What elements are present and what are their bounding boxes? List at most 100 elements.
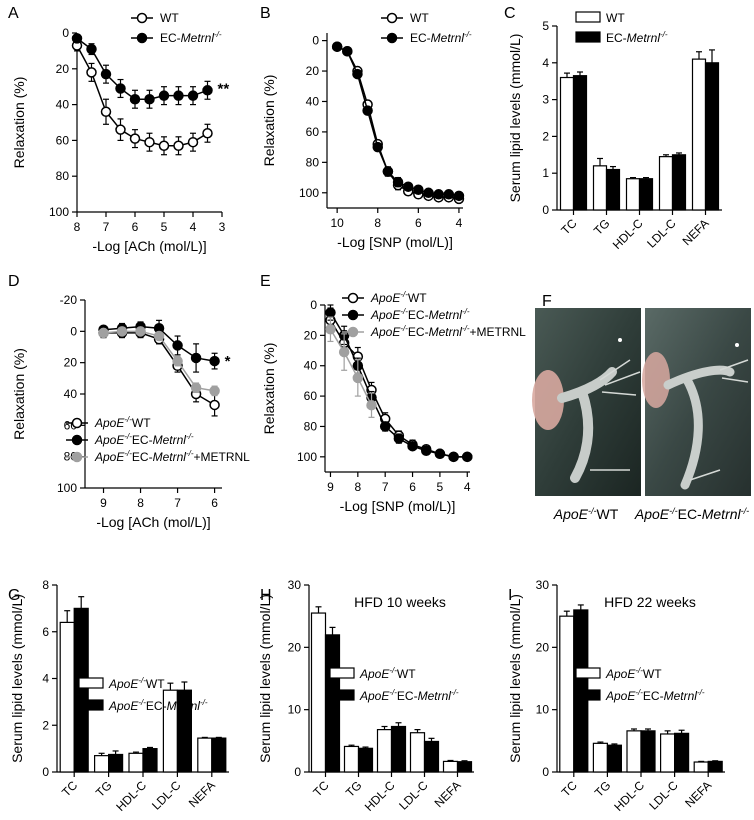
x-tick-label: TG (93, 778, 115, 800)
x-tick-label: NEFA (432, 778, 464, 810)
y-tick-label: 80 (304, 419, 318, 433)
legend-label: ApoE-/-​EC-Metrnl-/-​ (370, 307, 470, 322)
photo-caption-wt: ApoE-/-WT (553, 506, 619, 522)
legend-marker (71, 451, 83, 463)
y-tick-label: -20 (60, 293, 78, 307)
y-tick-label: 0 (542, 765, 549, 779)
data-point (352, 372, 364, 384)
legend-label: ApoE-/-​WT (108, 676, 165, 691)
legend-swatch (575, 667, 601, 679)
data-point (100, 106, 112, 118)
bar-hdl-c (376, 729, 393, 773)
y-axis-label: Serum lipid levels (mmol/L) (507, 34, 523, 203)
x-tick-label: 4 (464, 480, 471, 494)
legend-label: ApoE-/-​EC-Metrnl-/-​ (359, 688, 459, 703)
legend-swatch (78, 699, 104, 711)
bar-tc (324, 634, 341, 773)
y-tick-label: 0 (70, 324, 77, 338)
data-point (86, 43, 97, 55)
x-tick-label: TG (592, 778, 614, 800)
panel-e: E 0 20 40 60 80 100 Relaxation (%) 9 8 7 6 5 4 -Log [S… (260, 273, 526, 514)
legend-marker (347, 309, 359, 321)
bar-tc (559, 76, 575, 211)
y-tick-label: 6 (42, 625, 49, 639)
x-tick-label: TC (558, 216, 579, 237)
bar-nefa (693, 761, 709, 773)
y-tick-label: 8 (42, 578, 49, 592)
panel-label-g: G (8, 587, 20, 604)
data-point (423, 187, 434, 199)
data-point (392, 176, 404, 188)
x-tick-label: LDL-C (646, 778, 681, 813)
x-axis-label: -Log [SNP (mol/L)] (337, 234, 453, 250)
x-tick-label: 4 (190, 220, 197, 234)
bar-tg (592, 742, 609, 773)
legend-swatch (575, 31, 601, 43)
legend-label: ApoE-/-​WT (605, 666, 662, 681)
y-tick-label: 4 (542, 56, 549, 70)
data-point (172, 340, 183, 351)
bar-ldl-c (673, 732, 690, 773)
data-point (209, 385, 220, 397)
x-tick-label: 6 (415, 216, 422, 230)
bar-ldl-c (658, 156, 674, 211)
x-tick-label: HDL-C (113, 778, 149, 814)
y-tick-label: 30 (536, 578, 550, 592)
panel-label-h: H (260, 587, 272, 604)
bar-tc (559, 615, 575, 773)
legend-swatch (575, 11, 601, 23)
y-tick-label: 80 (56, 169, 70, 183)
panel-label-d: D (8, 273, 20, 290)
x-tick-label: HDL-C (362, 778, 398, 814)
bar-nefa (197, 737, 213, 773)
y-axis-label: Relaxation (%) (11, 348, 27, 440)
data-point (144, 93, 155, 105)
y-tick-label: 3 (542, 93, 549, 107)
data-point (209, 355, 220, 367)
data-point (338, 346, 350, 358)
data-point (115, 83, 126, 94)
data-point (342, 46, 353, 57)
legend-label: ApoE-/-​EC-Metrnl-/-​ (94, 432, 194, 447)
x-tick-label: NEFA (680, 216, 712, 248)
bar-nefa (691, 58, 707, 211)
data-point (362, 105, 373, 116)
panel-label-a: A (8, 5, 19, 22)
y-axis-label: Relaxation (%) (261, 75, 277, 167)
y-tick-label: 40 (64, 387, 78, 401)
legend-label: ApoE-/-​WT (94, 415, 151, 430)
significance-mark: ** (218, 80, 230, 97)
legend-marker (136, 12, 148, 24)
y-tick-label: 10 (536, 703, 550, 717)
data-point (209, 399, 220, 411)
data-point (366, 399, 377, 411)
bar-ldl-c (659, 733, 676, 773)
x-tick-label: 8 (137, 496, 144, 510)
y-tick-label: 100 (297, 450, 317, 464)
bar-tc (572, 75, 588, 211)
bar-nefa (442, 760, 459, 773)
legend-label: ApoE-/-​WT (370, 290, 427, 305)
legend-label: WT (606, 11, 625, 25)
y-tick-label: 20 (288, 640, 302, 654)
data-point (448, 451, 459, 463)
y-tick-label: 30 (288, 578, 302, 592)
x-tick-label: 3 (219, 220, 226, 234)
data-point (172, 355, 183, 367)
data-point (116, 326, 128, 337)
data-point (190, 352, 202, 364)
data-point (173, 90, 184, 101)
bar-tg (107, 753, 124, 773)
x-tick-label: TC (59, 778, 80, 799)
y-axis-label: Serum lipid levels (mmol/L) (9, 594, 25, 763)
data-point (379, 421, 391, 432)
bar-nefa (707, 760, 723, 773)
x-tick-label: 8 (354, 480, 361, 494)
x-tick-label: 6 (132, 220, 139, 234)
y-tick-label: 1 (542, 166, 549, 180)
data-point (202, 127, 213, 139)
y-axis-label: Relaxation (%) (261, 343, 277, 435)
x-tick-label: 10 (330, 216, 344, 230)
